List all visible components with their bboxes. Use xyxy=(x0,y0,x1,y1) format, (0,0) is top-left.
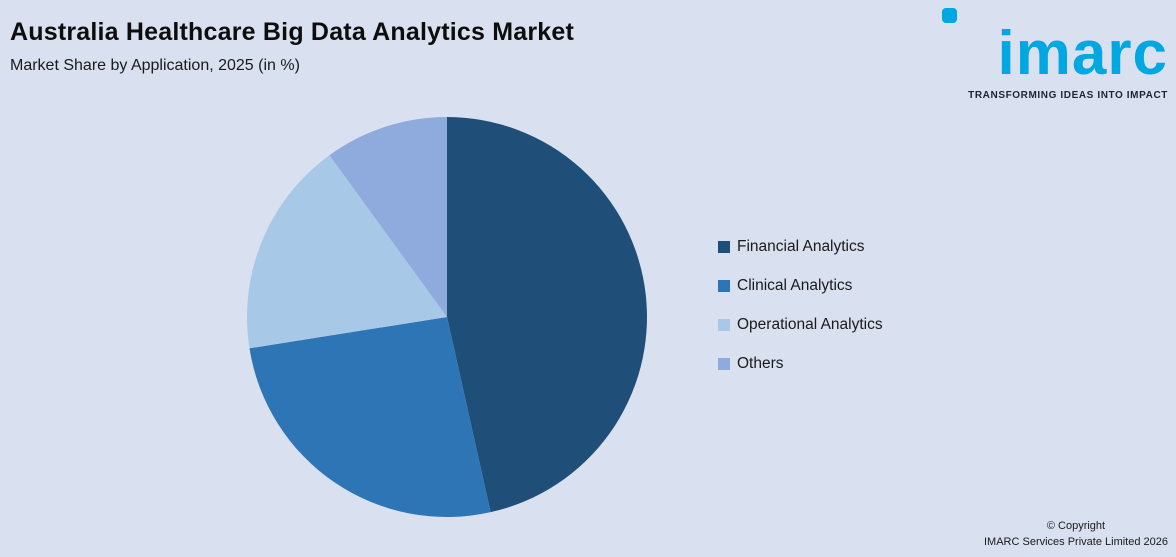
pie-slice-2 xyxy=(247,155,447,349)
legend-item-clinical-analytics: Clinical Analytics xyxy=(718,275,883,297)
copyright-notice: © Copyright IMARC Services Private Limit… xyxy=(984,519,1168,551)
pie-slice-1 xyxy=(249,317,491,517)
legend-label-clinical-analytics: Clinical Analytics xyxy=(737,277,853,294)
header: Australia Healthcare Big Data Analytics … xyxy=(10,18,574,75)
pie-chart xyxy=(247,117,647,517)
pie-chart-container xyxy=(247,117,647,517)
legend-swatch-clinical-analytics xyxy=(718,280,730,292)
page-title: Australia Healthcare Big Data Analytics … xyxy=(10,18,575,46)
imarc-logo-tagline: TRANSFORMING IDEAS INTO IMPACT xyxy=(968,89,1168,101)
legend-item-others: Others xyxy=(718,353,883,375)
legend-item-operational-analytics: Operational Analytics xyxy=(718,314,883,336)
legend-label-financial-analytics: Financial Analytics xyxy=(737,238,865,255)
imarc-logo-dot-icon xyxy=(942,8,957,23)
imarc-logo: imarc TRANSFORMING IDEAS INTO IMPACT xyxy=(928,8,1168,101)
pie-slice-3 xyxy=(329,117,447,317)
imarc-logo-wordmark: imarc xyxy=(997,19,1168,88)
pie-slice-0 xyxy=(447,117,647,513)
legend-item-financial-analytics: Financial Analytics xyxy=(718,236,883,258)
legend-swatch-operational-analytics xyxy=(718,319,730,331)
legend-label-operational-analytics: Operational Analytics xyxy=(737,316,883,333)
legend-label-others: Others xyxy=(737,355,784,372)
legend-swatch-others xyxy=(718,358,730,370)
legend-swatch-financial-analytics xyxy=(718,241,730,253)
chart-legend: Financial Analytics Clinical Analytics O… xyxy=(718,236,883,375)
copyright-line2: IMARC Services Private Limited 2026 xyxy=(983,536,1168,549)
page-subtitle: Market Share by Application, 2025 (in %) xyxy=(10,57,300,74)
copyright-line1: © Copyright xyxy=(1046,520,1106,533)
